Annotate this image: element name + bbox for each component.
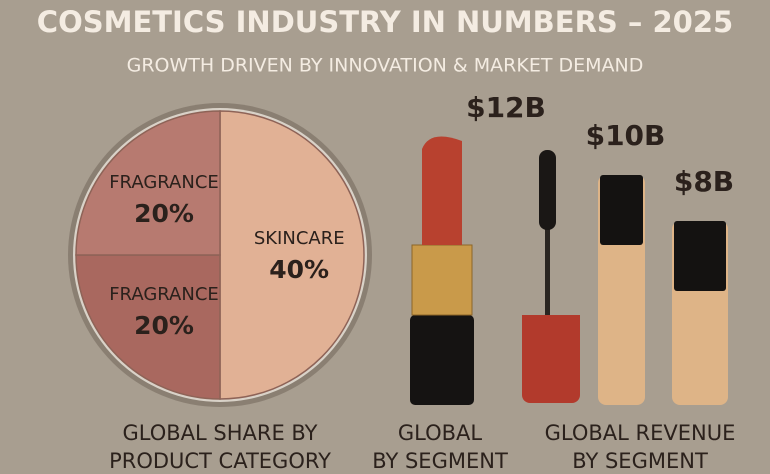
- pie-slice: [219, 110, 365, 400]
- slice-label: FRAGRANCE: [109, 284, 219, 305]
- slice-label: FRAGRANCE: [109, 172, 219, 193]
- title: COSMETICS INDUSTRY IN NUMBERS – 2025: [37, 5, 733, 39]
- slice-value: 20%: [134, 199, 194, 228]
- subtitle: GROWTH DRIVEN BY INNOVATION & MARKET DEM…: [127, 55, 644, 77]
- slice-value: 20%: [134, 311, 194, 340]
- product-bar: [598, 175, 645, 405]
- value-label: $10B: [586, 119, 666, 152]
- mascara: [522, 150, 580, 403]
- bottle-cap: [674, 221, 726, 291]
- chart-title: PRODUCT CATEGORY: [109, 449, 331, 473]
- chart-title: GLOBAL: [398, 421, 483, 445]
- lipstick-gold: [411, 244, 473, 316]
- chart-title: GLOBAL REVENUE: [545, 421, 736, 445]
- value-label: $12B: [466, 91, 546, 124]
- chart-title: BY SEGMENT: [372, 449, 508, 473]
- value-label: $8B: [674, 165, 734, 198]
- bottle-cap: [600, 175, 643, 245]
- slice-value: 40%: [269, 255, 329, 284]
- slice-label: SKINCARE: [254, 228, 345, 249]
- chart-title: GLOBAL SHARE BY: [122, 421, 317, 445]
- product-bar: [410, 136, 474, 405]
- pie-slice: [75, 110, 221, 256]
- lipstick-base: [410, 315, 474, 405]
- product-bar: [672, 221, 728, 405]
- chart-title: BY SEGMENT: [572, 449, 708, 473]
- pie-slice: [75, 254, 221, 400]
- lipstick-bullet: [422, 136, 462, 245]
